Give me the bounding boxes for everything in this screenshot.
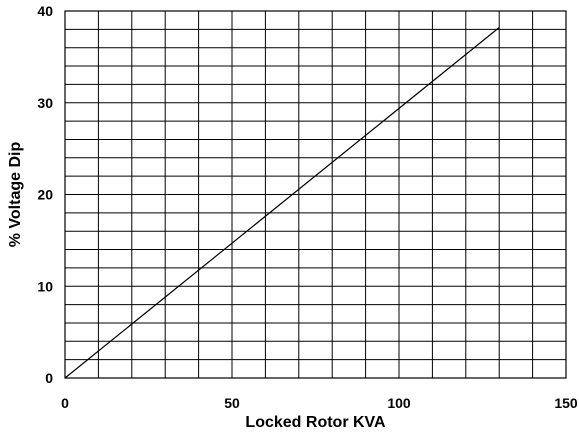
x-axis-title: Locked Rotor KVA [245, 414, 386, 431]
x-tick-label-100: 100 [387, 395, 411, 411]
y-axis-title: % Voltage Dip [7, 142, 24, 248]
x-tick-label-0: 0 [61, 395, 69, 411]
y-tick-label-30: 30 [37, 95, 53, 111]
series-line-0 [64, 27, 500, 379]
y-tick-label-10: 10 [37, 278, 53, 294]
plot-frame [64, 10, 567, 379]
y-tick-label-20: 20 [37, 187, 53, 203]
grid-lines [65, 11, 566, 378]
x-tick-label-150: 150 [554, 395, 578, 411]
x-tick-labels: 0 50 100 150 [61, 395, 578, 411]
x-tick-label-50: 50 [224, 395, 240, 411]
y-tick-label-40: 40 [37, 3, 53, 19]
y-tick-label-0: 0 [45, 370, 53, 386]
y-tick-labels: 0 10 20 30 40 [37, 3, 53, 386]
series-lines [64, 27, 500, 379]
